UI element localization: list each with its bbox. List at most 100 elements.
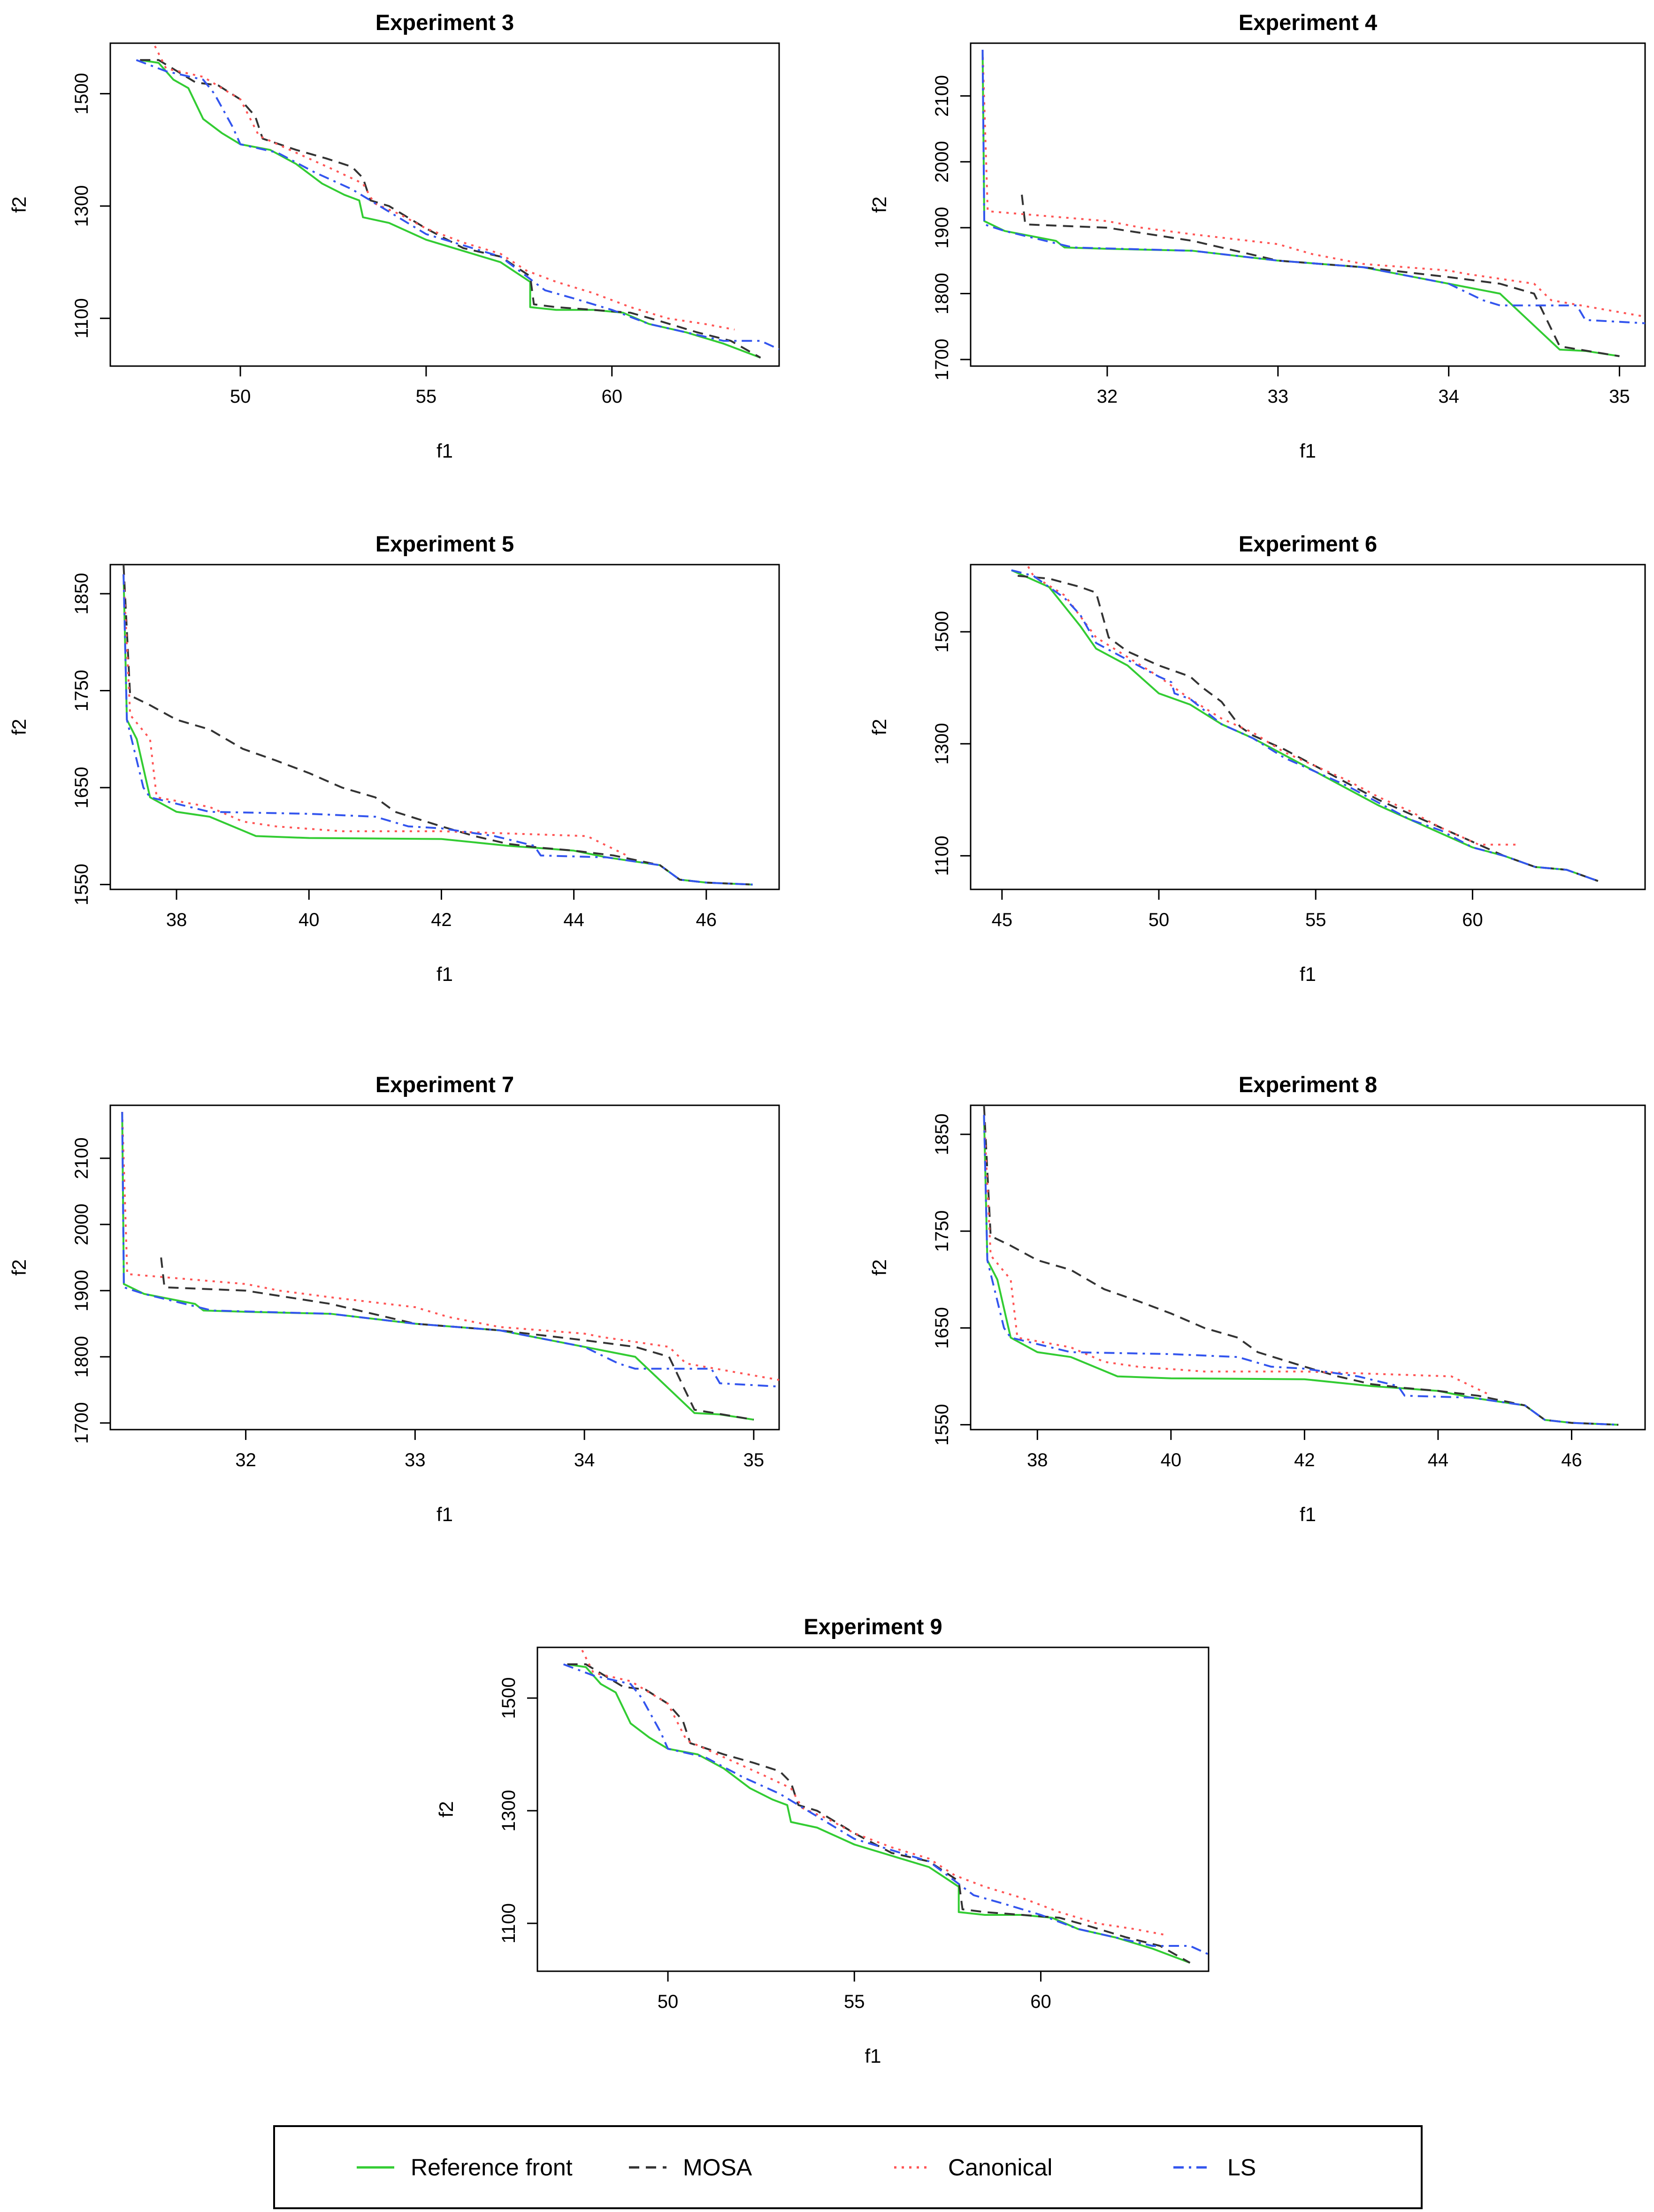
plot-frame <box>109 42 780 367</box>
y-axis-label: f2 <box>868 196 890 213</box>
y-tick-label: 1100 <box>71 298 92 338</box>
y-tick-label: 1550 <box>71 864 92 905</box>
y-tick-label: 2000 <box>932 141 952 183</box>
chart-panel-4: Experiment 6 45 50 55 60 1100 1300 1500 f1 f2 <box>868 531 1646 985</box>
y-tick-label: 1100 <box>498 1903 519 1944</box>
y-tick-label: 1700 <box>71 1402 92 1444</box>
series-line-mosa <box>1018 574 1599 882</box>
x-axis-label: f1 <box>1300 1503 1316 1525</box>
series-group <box>123 565 753 886</box>
series-line-mosa <box>140 59 761 359</box>
x-tick-label: 44 <box>1428 1450 1449 1470</box>
y-tick-label: 1100 <box>932 835 952 876</box>
plot-frame <box>109 564 780 890</box>
legend-box <box>273 2125 1423 2209</box>
x-axis-label: f1 <box>865 2045 881 2067</box>
chart-panel-2: Experiment 4 32 33 34 35 1700 1800 1900 2000 2100… <box>868 10 1646 462</box>
series-line-reference <box>121 1112 754 1421</box>
legend-label-ls: LS <box>1227 2154 1256 2181</box>
x-tick-label: 34 <box>1438 386 1459 407</box>
x-tick-label: 60 <box>602 386 623 407</box>
y-tick-label: 1650 <box>71 767 92 809</box>
x-axis-label: f1 <box>436 1503 453 1525</box>
x-tick-label: 55 <box>1305 910 1326 930</box>
series-line-ls <box>123 574 753 886</box>
y-tick-label: 1850 <box>932 1113 952 1155</box>
chart-panel-3: Experiment 5 38 40 42 44 46 1550 1650 1750 1850 f1… <box>8 531 780 985</box>
series-line-canonical <box>581 1650 1164 1936</box>
series-line-mosa <box>123 565 753 886</box>
y-axis-label: f2 <box>8 196 30 213</box>
chart-title: Experiment 4 <box>1239 10 1377 35</box>
experiment-panels: Experiment 3 50 55 60 1100 1300 1500 f1 f2 Experi… <box>8 10 1646 2067</box>
series-line-ls <box>1011 569 1599 882</box>
x-axis-label: f1 <box>436 440 453 462</box>
x-tick-label: 60 <box>1030 1991 1051 2012</box>
x-tick-label: 32 <box>1097 386 1118 407</box>
series-group <box>981 49 1645 357</box>
y-axis-label: f2 <box>8 1259 30 1276</box>
y-tick-label: 1900 <box>932 207 952 249</box>
y-axis-label: f2 <box>435 1801 457 1817</box>
y-axis-label: f2 <box>8 719 30 735</box>
plot-frame <box>970 1104 1646 1431</box>
series-line-canonical <box>123 574 628 857</box>
x-tick-label: 46 <box>1561 1450 1582 1470</box>
chart-panel-5: Experiment 7 32 33 34 35 1700 1800 1900 2000 2100… <box>8 1072 780 1525</box>
x-tick-label: 35 <box>743 1450 765 1470</box>
y-tick-label: 1700 <box>932 338 952 380</box>
y-tick-label: 1300 <box>932 723 952 765</box>
x-tick-label: 33 <box>1268 386 1289 407</box>
series-group <box>121 1112 779 1421</box>
x-tick-label: 42 <box>431 910 452 930</box>
chart-panel-7: Experiment 9 50 55 60 1100 1300 1500 f1 f2 <box>435 1614 1210 2067</box>
chart-title: Experiment 8 <box>1239 1072 1377 1097</box>
chart-title: Experiment 6 <box>1239 531 1377 556</box>
series-group <box>136 46 779 359</box>
x-axis-label: f1 <box>1300 440 1316 462</box>
x-tick-label: 60 <box>1462 910 1483 930</box>
series-line-reference <box>981 49 1620 357</box>
chart-panel-6: Experiment 8 38 40 42 44 46 1550 1650 1750 1850 f1… <box>868 1072 1646 1525</box>
series-group <box>983 1105 1619 1426</box>
x-tick-label: 45 <box>992 910 1013 930</box>
y-tick-label: 2100 <box>71 1137 92 1179</box>
series-line-ls <box>121 1112 779 1388</box>
series-line-mosa <box>160 1257 754 1421</box>
legend-label-reference: Reference front <box>411 2154 573 2181</box>
plot-frame <box>970 564 1646 890</box>
x-axis-label: f1 <box>436 963 453 985</box>
x-tick-label: 50 <box>230 386 251 407</box>
legend-label-canonical: Canonical <box>948 2154 1052 2181</box>
y-tick-label: 1500 <box>71 73 92 115</box>
y-tick-label: 1800 <box>71 1336 92 1378</box>
y-tick-label: 1750 <box>932 1210 952 1252</box>
y-tick-label: 1500 <box>498 1677 519 1719</box>
series-line-ls <box>981 49 1645 324</box>
series-group <box>563 1650 1209 1964</box>
x-tick-label: 38 <box>1027 1450 1048 1470</box>
x-axis-label: f1 <box>1300 963 1316 985</box>
series-line-reference <box>123 574 753 886</box>
y-tick-label: 1300 <box>498 1790 519 1832</box>
x-tick-label: 33 <box>405 1450 426 1470</box>
y-tick-label: 2000 <box>71 1203 92 1245</box>
series-line-ls <box>136 59 779 350</box>
series-line-mosa <box>567 1663 1191 1964</box>
series-line-reference <box>567 1663 1191 1964</box>
y-tick-label: 1850 <box>71 573 92 614</box>
series-line-canonical <box>154 46 735 331</box>
x-tick-label: 55 <box>844 1991 865 2012</box>
x-tick-label: 32 <box>235 1450 256 1470</box>
chart-title: Experiment 3 <box>375 10 514 35</box>
series-line-canonical <box>981 49 1645 318</box>
y-tick-label: 1550 <box>932 1404 952 1446</box>
x-tick-label: 40 <box>1161 1450 1182 1470</box>
series-line-reference <box>983 1115 1619 1426</box>
chart-panel-1: Experiment 3 50 55 60 1100 1300 1500 f1 f2 <box>8 10 780 462</box>
series-line-canonical <box>983 1115 1492 1397</box>
plot-frame <box>536 1646 1210 1972</box>
series-line-reference <box>140 59 761 359</box>
series-line-ls <box>563 1663 1209 1955</box>
